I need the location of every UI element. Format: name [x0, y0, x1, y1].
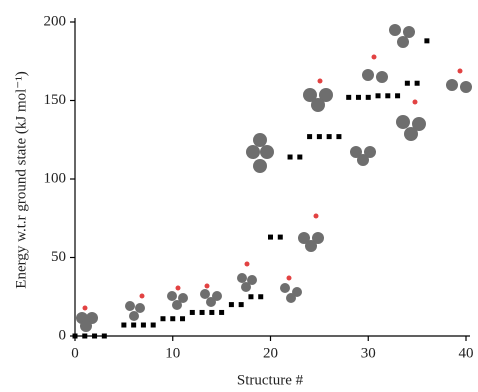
point: [336, 134, 341, 139]
point: [415, 81, 420, 86]
chart: Structure # Energy w.t.r ground state (k…: [0, 0, 478, 392]
point: [327, 134, 332, 139]
point: [405, 81, 410, 86]
x-tick-label: 0: [71, 345, 79, 361]
point: [82, 334, 87, 339]
point: [160, 316, 165, 321]
cluster-icons: [76, 24, 472, 332]
y-tick-label: 100: [44, 170, 67, 186]
x-tick-label: 20: [263, 345, 278, 361]
point: [151, 323, 156, 328]
point: [366, 95, 371, 100]
point: [170, 316, 175, 321]
point: [278, 235, 283, 240]
point: [239, 302, 244, 307]
point: [121, 323, 126, 328]
point: [229, 302, 234, 307]
x-tick-label: 40: [459, 345, 474, 361]
point: [131, 323, 136, 328]
x-tick-label: 10: [165, 345, 180, 361]
point: [92, 334, 97, 339]
point: [395, 93, 400, 98]
point: [268, 235, 273, 240]
point: [424, 38, 429, 43]
point: [258, 294, 263, 299]
y-tick-label: 50: [51, 249, 66, 265]
y-tick-label: 200: [44, 13, 67, 29]
point: [141, 323, 146, 328]
x-axis-label: Structure #: [237, 372, 304, 388]
x-tick-label: 30: [361, 345, 376, 361]
point: [317, 134, 322, 139]
point: [346, 95, 351, 100]
point: [356, 95, 361, 100]
point: [73, 334, 78, 339]
point: [190, 310, 195, 315]
y-tick-label: 0: [59, 327, 67, 343]
point: [248, 294, 253, 299]
point: [200, 310, 205, 315]
point: [307, 134, 312, 139]
point: [180, 316, 185, 321]
y-axis-label: Energy w.t.r ground state (kJ mol⁻¹): [13, 71, 29, 288]
point: [102, 334, 107, 339]
point: [209, 310, 214, 315]
point: [219, 310, 224, 315]
point: [297, 155, 302, 160]
point: [376, 93, 381, 98]
point: [385, 93, 390, 98]
point: [288, 155, 293, 160]
y-tick-label: 150: [44, 92, 67, 108]
